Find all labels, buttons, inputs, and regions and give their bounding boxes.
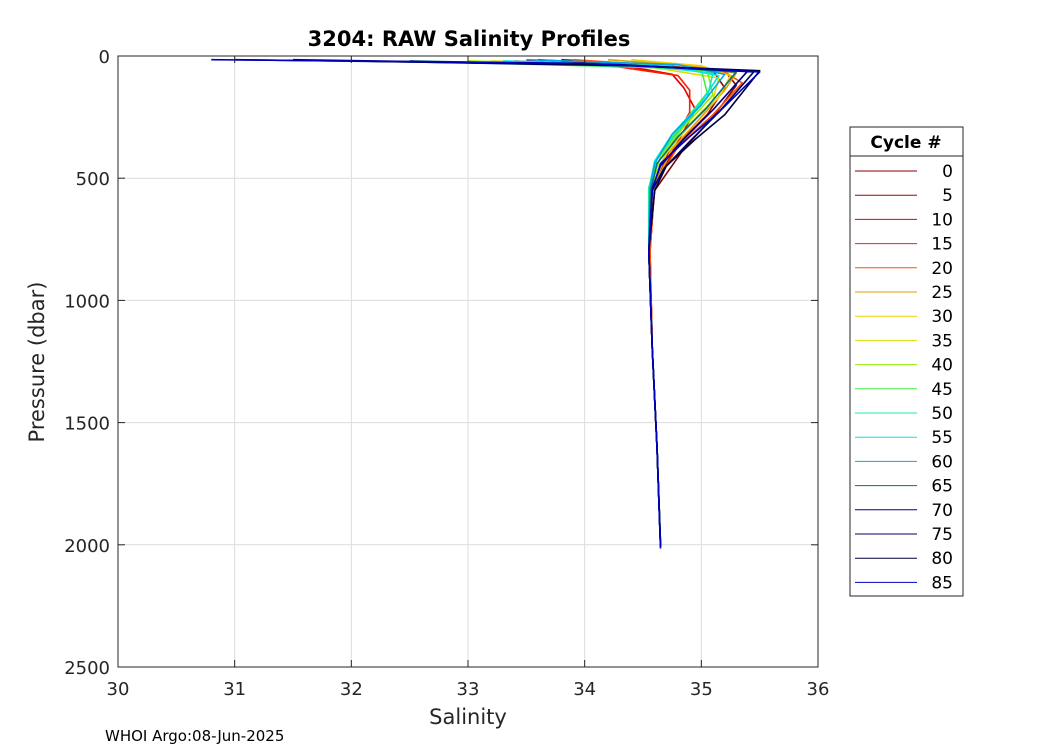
legend-label-40: 40	[931, 356, 953, 376]
y-axis-label: Pressure (dbar)	[25, 282, 49, 443]
profile-line-cycle-50	[467, 61, 714, 545]
legend-label-70: 70	[931, 501, 953, 521]
legend: Cycle # 0 5 10 15 20 25 30 35 40 45 50 55 60 65 70 75 80…	[849, 126, 964, 597]
legend-label-20: 20	[931, 259, 953, 279]
legend-title: Cycle #	[870, 133, 941, 153]
x-tick-label: 34	[573, 679, 596, 700]
y-tick-label: 0	[99, 47, 110, 68]
legend-label-30: 30	[931, 307, 953, 327]
legend-box	[849, 126, 964, 597]
y-tick-label: 2500	[64, 658, 110, 679]
profile-line-cycle-35	[491, 60, 720, 545]
profile-line-cycle-15	[514, 60, 691, 545]
footer-stamp: WHOI Argo:08-Jun-2025	[105, 727, 284, 745]
y-tick-label: 2000	[64, 536, 110, 557]
x-tick-label: 30	[107, 679, 130, 700]
legend-label-60: 60	[931, 452, 953, 472]
series-lines	[211, 58, 761, 549]
legend-label-10: 10	[931, 210, 953, 230]
x-axis-label: Salinity	[429, 705, 507, 729]
x-tick-label: 32	[340, 679, 363, 700]
profile-line-cycle-30	[631, 58, 732, 545]
legend-label-75: 75	[931, 525, 953, 545]
legend-label-15: 15	[931, 235, 953, 255]
legend-label-35: 35	[931, 331, 953, 351]
x-tick-label: 31	[223, 679, 246, 700]
profile-line-cycle-25	[607, 58, 738, 545]
axis-ticks: 30 31 32 33 34 35 36 0 500 1000 1500 2000 2500	[64, 47, 829, 700]
y-tick-label: 1000	[64, 291, 110, 312]
legend-label-55: 55	[931, 428, 953, 448]
legend-label-65: 65	[931, 477, 953, 497]
legend-label-25: 25	[931, 283, 953, 303]
profile-line-cycle-70	[351, 60, 749, 545]
x-tick-label: 35	[690, 679, 713, 700]
legend-label-50: 50	[931, 404, 953, 424]
x-tick-label: 33	[457, 679, 480, 700]
chart-title: 3204: RAW Salinity Profiles	[308, 27, 631, 51]
legend-label-80: 80	[931, 549, 953, 569]
grid	[117, 55, 819, 668]
profile-line-cycle-10	[526, 60, 697, 545]
profile-line-cycle-75	[292, 58, 755, 547]
legend-label-45: 45	[931, 380, 953, 400]
profile-line-cycle-0	[537, 58, 738, 545]
profile-line-cycle-85	[211, 58, 761, 549]
x-tick-label: 36	[807, 679, 830, 700]
y-tick-label: 1500	[64, 414, 110, 435]
legend-label-85: 85	[931, 573, 953, 593]
legend-label-0: 0	[942, 162, 953, 182]
y-tick-label: 500	[76, 169, 110, 190]
legend-label-5: 5	[942, 186, 953, 206]
profile-line-cycle-45	[444, 61, 708, 545]
